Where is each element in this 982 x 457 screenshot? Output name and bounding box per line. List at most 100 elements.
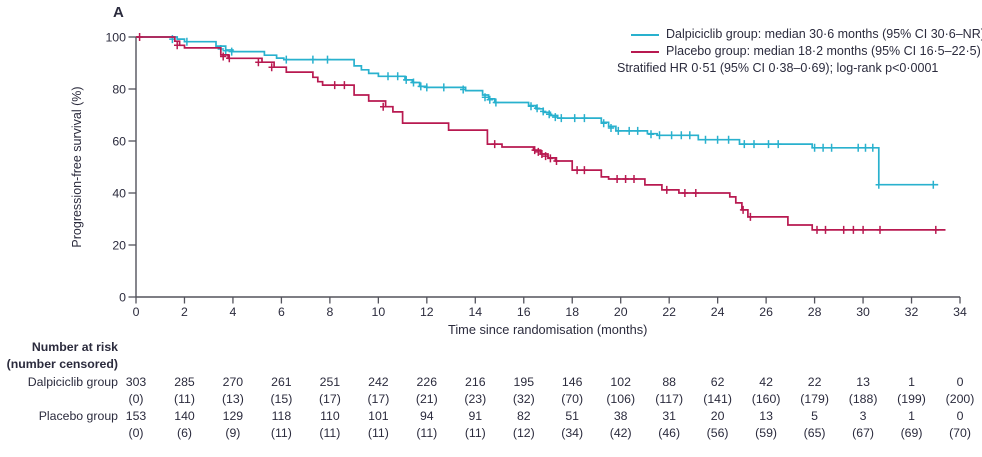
risk-cell: (59) xyxy=(755,426,778,440)
risk-cell: 91 xyxy=(468,409,483,423)
risk-cell: (9) xyxy=(225,426,241,440)
risk-cell: 261 xyxy=(271,375,292,389)
x-axis-title: Time since randomisation (months) xyxy=(448,322,648,337)
placebo-line-swatch xyxy=(631,50,659,53)
x-tick-label: 26 xyxy=(759,305,773,319)
x-tick-label: 20 xyxy=(614,305,628,319)
risk-cell: 20 xyxy=(710,409,725,423)
risk-cell: (17) xyxy=(318,392,341,406)
x-tick-label: 18 xyxy=(565,305,579,319)
risk-cell: 118 xyxy=(271,409,292,423)
risk-cell: (141) xyxy=(703,392,732,406)
risk-row-label-dalpiciclib: Dalpiciclib group xyxy=(27,375,118,389)
risk-cell: 1 xyxy=(908,409,915,423)
risk-cell: 62 xyxy=(710,375,725,389)
risk-cell: (6) xyxy=(176,426,193,440)
risk-cell: 195 xyxy=(513,375,535,389)
risk-cell: 1 xyxy=(908,375,915,389)
risk-cell: (200) xyxy=(945,392,975,406)
y-tick-label: 100 xyxy=(105,30,126,44)
risk-cell: 22 xyxy=(807,375,822,389)
risk-cell: 110 xyxy=(320,409,340,423)
legend-item-dalpiciclib: Dalpiciclib group: median 30·6 months (9… xyxy=(631,26,982,43)
risk-cell: (34) xyxy=(561,426,584,440)
x-tick-label: 6 xyxy=(278,305,285,319)
risk-cell: 153 xyxy=(125,409,147,423)
risk-cell: 82 xyxy=(516,409,531,423)
risk-table-subheader: (number censored) xyxy=(6,357,118,371)
risk-cell: 13 xyxy=(759,409,773,423)
x-tick-label: 10 xyxy=(372,305,386,319)
x-tick-label: 14 xyxy=(468,305,482,319)
risk-cell: 51 xyxy=(565,409,580,423)
legend-hr-note: Stratified HR 0·51 (95% CI 0·38–0·69); l… xyxy=(617,61,939,75)
risk-cell: (56) xyxy=(706,426,729,440)
x-tick-label: 12 xyxy=(420,305,434,319)
x-tick-label: 4 xyxy=(230,305,237,319)
risk-cell: (32) xyxy=(512,392,535,406)
legend-label-dalpiciclib: Dalpiciclib group: median 30·6 months (9… xyxy=(666,27,982,41)
risk-cell: (70) xyxy=(949,426,971,440)
risk-cell: 140 xyxy=(174,409,195,423)
risk-cell: 13 xyxy=(856,375,870,389)
risk-row-label-placebo: Placebo group xyxy=(38,409,118,423)
x-tick-label: 32 xyxy=(905,305,919,319)
risk-cell: (11) xyxy=(319,426,341,440)
risk-cell: (106) xyxy=(606,392,636,406)
risk-cell: 216 xyxy=(465,375,486,389)
risk-cell: 31 xyxy=(662,409,677,423)
risk-cell: (13) xyxy=(221,392,244,406)
x-tick-label: 24 xyxy=(711,305,725,319)
risk-cell: (0) xyxy=(128,392,144,406)
risk-cell: (65) xyxy=(803,426,826,440)
risk-cell: 0 xyxy=(956,409,964,423)
risk-cell: 0 xyxy=(956,375,964,389)
x-tick-label: 0 xyxy=(133,305,140,319)
risk-cell: 94 xyxy=(419,409,434,423)
y-tick-label: 20 xyxy=(112,238,126,252)
risk-cell: 242 xyxy=(368,375,389,389)
x-tick-label: 34 xyxy=(953,305,967,319)
risk-cell: 38 xyxy=(613,409,628,423)
legend: Dalpiciclib group: median 30·6 months (9… xyxy=(617,26,982,77)
legend-label-placebo: Placebo group: median 18·2 months (95% C… xyxy=(666,44,981,58)
survival-curve-dalpiciclib xyxy=(136,36,939,186)
risk-cell: (160) xyxy=(751,392,781,406)
risk-cell: (69) xyxy=(900,426,923,440)
x-tick-label: 30 xyxy=(856,305,870,319)
risk-cell: 42 xyxy=(759,375,773,389)
risk-cell: 251 xyxy=(319,375,341,389)
risk-cell: 285 xyxy=(174,375,195,389)
risk-cell: (179) xyxy=(800,392,829,406)
risk-cell: (42) xyxy=(609,426,632,440)
risk-table-header: Number at risk xyxy=(31,340,118,354)
risk-cell: (11) xyxy=(464,426,486,440)
risk-cell: (67) xyxy=(852,426,875,440)
x-tick-label: 16 xyxy=(517,305,531,319)
x-tick-label: 22 xyxy=(662,305,676,319)
risk-cell: 303 xyxy=(125,375,147,389)
risk-cell: 5 xyxy=(811,409,819,423)
risk-cell: (117) xyxy=(655,392,684,406)
x-tick-label: 28 xyxy=(808,305,822,319)
risk-cell: (12) xyxy=(512,426,535,440)
x-tick-label: 2 xyxy=(181,305,188,319)
risk-cell: (21) xyxy=(415,392,438,406)
risk-cell: (0) xyxy=(128,426,144,440)
risk-cell: 226 xyxy=(416,375,438,389)
dalpiciclib-line-swatch xyxy=(631,33,659,36)
risk-cell: (11) xyxy=(270,426,292,440)
risk-cell: (46) xyxy=(658,426,681,440)
risk-cell: (11) xyxy=(416,426,438,440)
risk-cell: (70) xyxy=(561,392,584,406)
survival-curve-placebo xyxy=(136,36,946,231)
y-tick-label: 40 xyxy=(112,186,126,200)
risk-cell: (23) xyxy=(464,392,487,406)
risk-cell: 146 xyxy=(561,375,583,389)
censor-marks-dalpiciclib xyxy=(169,35,937,189)
legend-item-placebo: Placebo group: median 18·2 months (95% C… xyxy=(631,43,982,60)
risk-cell: (11) xyxy=(174,392,195,406)
x-tick-label: 8 xyxy=(326,305,333,319)
y-tick-label: 60 xyxy=(112,134,126,148)
